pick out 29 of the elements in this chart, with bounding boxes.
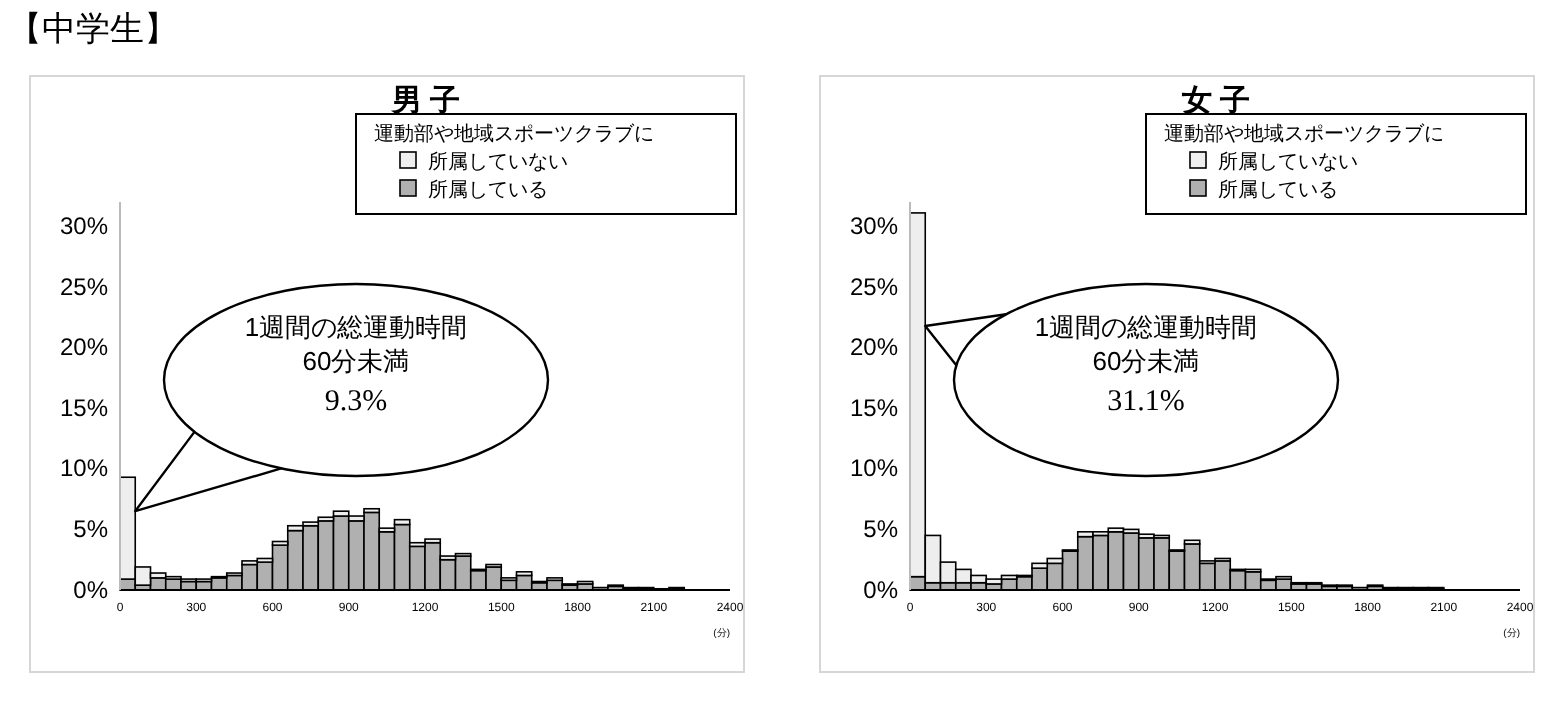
y-tick-label: 5% bbox=[863, 515, 899, 544]
text: 【中学生】 bbox=[8, 10, 178, 48]
y-tick-label: 20% bbox=[849, 333, 899, 362]
legend-label: 所属している bbox=[1218, 178, 1338, 202]
y-tick-label: 15% bbox=[849, 393, 899, 422]
y-tick-label: 5% bbox=[73, 515, 109, 544]
y-tick-label: 25% bbox=[59, 272, 109, 301]
y-tick-label: 15% bbox=[59, 393, 109, 422]
annotation: 31.1% bbox=[1107, 386, 1185, 418]
legend-label: 所属している bbox=[428, 178, 548, 202]
legend-title: 運動部や地域スポーツクラブに bbox=[1164, 122, 1444, 146]
legend-title: 運動部や地域スポーツクラブに bbox=[374, 122, 654, 146]
chart-title: 男 子 bbox=[389, 84, 461, 118]
y-tick-label: 25% bbox=[849, 272, 899, 301]
chart-title: 女 子 bbox=[1179, 84, 1251, 118]
y-tick-label: 10% bbox=[849, 454, 899, 483]
y-tick-label: 0% bbox=[863, 575, 899, 604]
annotation: 1週間の総運動時間 bbox=[244, 312, 468, 342]
y-tick-label: 0% bbox=[73, 575, 109, 604]
legend-label: 所属していない bbox=[1218, 150, 1358, 174]
annotation: 60分未満 bbox=[1092, 346, 1200, 376]
annotation: 1週間の総運動時間 bbox=[1034, 312, 1258, 342]
y-tick-label: 30% bbox=[59, 211, 109, 240]
y-tick-label: 30% bbox=[849, 211, 899, 240]
annotation: 9.3% bbox=[324, 386, 388, 418]
y-tick-label: 10% bbox=[59, 454, 109, 483]
y-tick-label: 20% bbox=[59, 333, 109, 362]
annotation: 60分未満 bbox=[302, 346, 410, 376]
legend-label: 所属していない bbox=[428, 150, 568, 174]
